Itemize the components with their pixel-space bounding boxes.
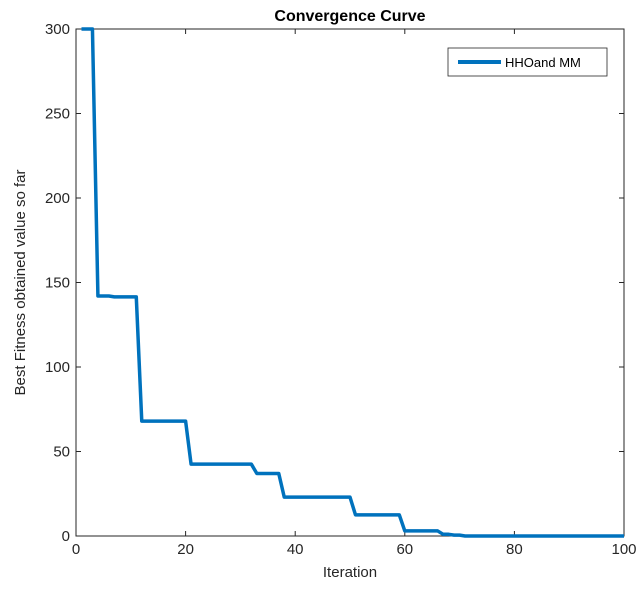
series-lines [81,27,624,538]
y-tick-label: 250 [45,106,70,123]
y-tick-label: 300 [45,21,70,38]
x-tick-label: 20 [177,541,194,558]
x-tick-label: 0 [72,541,80,558]
y-tick-label: 200 [45,190,70,207]
y-axis-label: Best Fitness obtained value so far [12,170,29,396]
plot-area [75,28,625,537]
x-axis-label: Iteration [323,564,377,581]
x-tick-label: 100 [611,541,636,558]
y-tick-label: 50 [53,444,70,461]
x-tick-label: 80 [506,541,523,558]
y-tick-label: 150 [45,275,70,292]
legend: HHOand MM [447,47,608,77]
chart-title: Convergence Curve [274,8,425,25]
series-line [81,27,624,538]
legend-label: HHOand MM [505,55,581,70]
x-tick-label: 40 [287,541,304,558]
x-tick-label: 60 [396,541,413,558]
y-tick-label: 100 [45,359,70,376]
axis-ticks: 0 20 40 60 80 100 0 50 100 150 200 250 300 [45,21,637,558]
y-tick-label: 0 [62,528,70,545]
